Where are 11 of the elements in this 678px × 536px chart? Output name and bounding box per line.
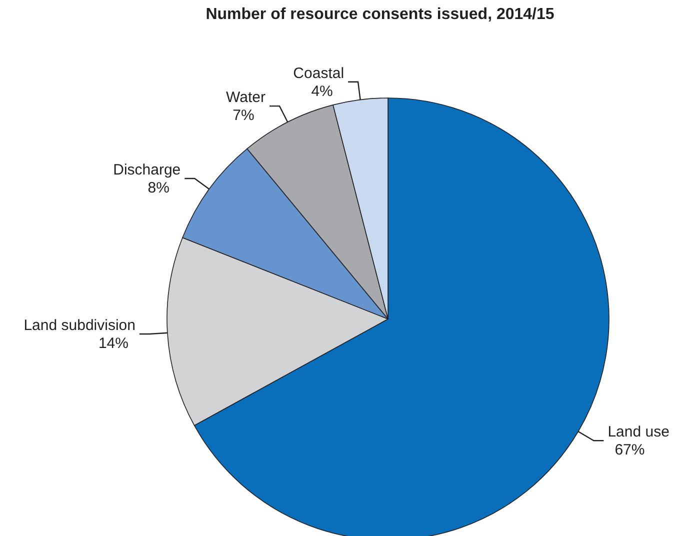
slice-label: Land subdivision [24,317,136,334]
chart-title: Number of resource consents issued, 2014/15 [204,6,556,24]
data-label: 67% [614,442,645,459]
data-label: 8% [148,180,170,197]
slice-label: Coastal [293,64,344,82]
data-label: 4% [311,82,333,100]
data-label: 7% [232,107,254,124]
slice-label: Water [226,89,266,106]
data-label: 14% [98,335,128,352]
slice-label: Discharge [113,162,181,179]
slice-label: Land use [608,424,670,441]
